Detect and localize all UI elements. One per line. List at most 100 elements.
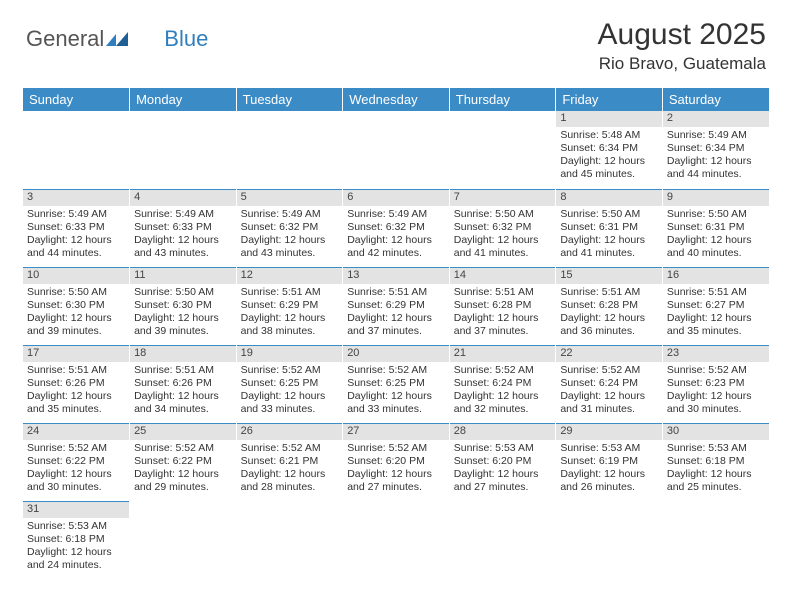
day-number: 26: [237, 423, 343, 440]
day-number: 8: [556, 189, 662, 206]
day-line: Sunset: 6:22 PM: [134, 455, 232, 468]
day-number: 27: [343, 423, 449, 440]
day-body: Sunrise: 5:51 AMSunset: 6:26 PMDaylight:…: [130, 362, 236, 421]
day-line: and 25 minutes.: [667, 481, 765, 494]
calendar-day: 18Sunrise: 5:51 AMSunset: 6:26 PMDayligh…: [130, 345, 237, 423]
day-line: Daylight: 12 hours: [667, 234, 765, 247]
day-line: Sunset: 6:29 PM: [241, 299, 339, 312]
day-line: Sunrise: 5:49 AM: [667, 129, 765, 142]
calendar-day: 7Sunrise: 5:50 AMSunset: 6:32 PMDaylight…: [449, 189, 556, 267]
day-body: Sunrise: 5:52 AMSunset: 6:24 PMDaylight:…: [450, 362, 556, 421]
day-line: and 27 minutes.: [347, 481, 445, 494]
day-line: and 41 minutes.: [454, 247, 552, 260]
day-line: Daylight: 12 hours: [27, 546, 125, 559]
day-body: Sunrise: 5:52 AMSunset: 6:24 PMDaylight:…: [556, 362, 662, 421]
logo: General Blue: [26, 18, 208, 52]
day-number: 19: [237, 345, 343, 362]
day-line: Daylight: 12 hours: [454, 312, 552, 325]
calendar-empty: [556, 501, 663, 579]
calendar-week: 31Sunrise: 5:53 AMSunset: 6:18 PMDayligh…: [23, 501, 769, 579]
day-line: Sunrise: 5:53 AM: [560, 442, 658, 455]
day-line: and 39 minutes.: [27, 325, 125, 338]
calendar-day: 25Sunrise: 5:52 AMSunset: 6:22 PMDayligh…: [130, 423, 237, 501]
day-header: Friday: [556, 88, 663, 111]
calendar-empty: [236, 111, 343, 189]
day-line: Sunset: 6:20 PM: [347, 455, 445, 468]
logo-text-2: Blue: [164, 26, 208, 52]
day-line: Sunrise: 5:51 AM: [347, 286, 445, 299]
day-line: Daylight: 12 hours: [454, 468, 552, 481]
day-body: Sunrise: 5:52 AMSunset: 6:25 PMDaylight:…: [343, 362, 449, 421]
calendar-day: 9Sunrise: 5:50 AMSunset: 6:31 PMDaylight…: [662, 189, 769, 267]
day-line: Daylight: 12 hours: [241, 468, 339, 481]
day-line: Sunrise: 5:51 AM: [667, 286, 765, 299]
day-line: Daylight: 12 hours: [134, 312, 232, 325]
day-number: 21: [450, 345, 556, 362]
calendar-empty: [662, 501, 769, 579]
day-line: Sunset: 6:28 PM: [454, 299, 552, 312]
day-line: Daylight: 12 hours: [134, 390, 232, 403]
day-body: Sunrise: 5:49 AMSunset: 6:33 PMDaylight:…: [23, 206, 129, 265]
calendar-day: 1Sunrise: 5:48 AMSunset: 6:34 PMDaylight…: [556, 111, 663, 189]
day-line: and 44 minutes.: [667, 168, 765, 181]
day-body: Sunrise: 5:51 AMSunset: 6:28 PMDaylight:…: [450, 284, 556, 343]
day-line: and 26 minutes.: [560, 481, 658, 494]
logo-text-1: General: [26, 26, 104, 52]
day-line: Sunrise: 5:51 AM: [560, 286, 658, 299]
calendar-week: 1Sunrise: 5:48 AMSunset: 6:34 PMDaylight…: [23, 111, 769, 189]
calendar-day: 12Sunrise: 5:51 AMSunset: 6:29 PMDayligh…: [236, 267, 343, 345]
calendar-day: 30Sunrise: 5:53 AMSunset: 6:18 PMDayligh…: [662, 423, 769, 501]
day-line: Sunset: 6:22 PM: [27, 455, 125, 468]
calendar-empty: [23, 111, 130, 189]
day-line: Sunset: 6:31 PM: [667, 221, 765, 234]
day-number: 17: [23, 345, 129, 362]
day-line: and 27 minutes.: [454, 481, 552, 494]
day-number: 16: [663, 267, 769, 284]
day-line: Daylight: 12 hours: [454, 390, 552, 403]
day-line: Daylight: 12 hours: [134, 468, 232, 481]
day-line: Sunset: 6:33 PM: [134, 221, 232, 234]
calendar-day: 16Sunrise: 5:51 AMSunset: 6:27 PMDayligh…: [662, 267, 769, 345]
calendar-day: 24Sunrise: 5:52 AMSunset: 6:22 PMDayligh…: [23, 423, 130, 501]
day-number: 11: [130, 267, 236, 284]
calendar-empty: [130, 111, 237, 189]
calendar-day: 20Sunrise: 5:52 AMSunset: 6:25 PMDayligh…: [343, 345, 450, 423]
day-number: 13: [343, 267, 449, 284]
day-line: Sunrise: 5:50 AM: [27, 286, 125, 299]
day-line: and 35 minutes.: [667, 325, 765, 338]
day-body: Sunrise: 5:52 AMSunset: 6:21 PMDaylight:…: [237, 440, 343, 499]
day-line: Sunset: 6:21 PM: [241, 455, 339, 468]
day-line: Daylight: 12 hours: [347, 390, 445, 403]
day-header: Tuesday: [236, 88, 343, 111]
day-header: Sunday: [23, 88, 130, 111]
day-number: 28: [450, 423, 556, 440]
day-line: and 45 minutes.: [560, 168, 658, 181]
day-line: Sunrise: 5:52 AM: [27, 442, 125, 455]
day-line: Daylight: 12 hours: [560, 390, 658, 403]
day-line: Sunset: 6:26 PM: [27, 377, 125, 390]
calendar-day: 10Sunrise: 5:50 AMSunset: 6:30 PMDayligh…: [23, 267, 130, 345]
calendar-week: 10Sunrise: 5:50 AMSunset: 6:30 PMDayligh…: [23, 267, 769, 345]
day-number: 20: [343, 345, 449, 362]
calendar-day: 14Sunrise: 5:51 AMSunset: 6:28 PMDayligh…: [449, 267, 556, 345]
day-line: Sunrise: 5:52 AM: [241, 364, 339, 377]
day-header: Saturday: [662, 88, 769, 111]
calendar-body: 1Sunrise: 5:48 AMSunset: 6:34 PMDaylight…: [23, 111, 769, 579]
day-line: and 40 minutes.: [667, 247, 765, 260]
calendar-week: 17Sunrise: 5:51 AMSunset: 6:26 PMDayligh…: [23, 345, 769, 423]
day-body: Sunrise: 5:49 AMSunset: 6:34 PMDaylight:…: [663, 127, 769, 186]
day-body: Sunrise: 5:50 AMSunset: 6:30 PMDaylight:…: [130, 284, 236, 343]
calendar-empty: [449, 501, 556, 579]
calendar-day: 27Sunrise: 5:52 AMSunset: 6:20 PMDayligh…: [343, 423, 450, 501]
day-line: Daylight: 12 hours: [347, 234, 445, 247]
day-line: Sunrise: 5:48 AM: [560, 129, 658, 142]
day-line: Daylight: 12 hours: [667, 155, 765, 168]
day-line: Sunset: 6:24 PM: [454, 377, 552, 390]
calendar-day: 15Sunrise: 5:51 AMSunset: 6:28 PMDayligh…: [556, 267, 663, 345]
calendar-day: 26Sunrise: 5:52 AMSunset: 6:21 PMDayligh…: [236, 423, 343, 501]
day-line: and 32 minutes.: [454, 403, 552, 416]
day-line: Sunrise: 5:51 AM: [27, 364, 125, 377]
calendar-day: 23Sunrise: 5:52 AMSunset: 6:23 PMDayligh…: [662, 345, 769, 423]
day-line: Daylight: 12 hours: [560, 155, 658, 168]
day-line: Sunset: 6:26 PM: [134, 377, 232, 390]
